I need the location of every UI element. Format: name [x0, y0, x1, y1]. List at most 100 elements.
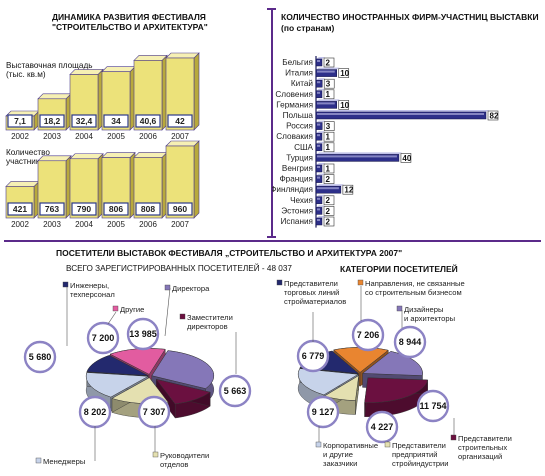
hbar-value-box — [323, 195, 335, 206]
hbar-value-label: 1 — [326, 133, 331, 142]
hbar-value-label: 10 — [340, 101, 349, 110]
hbar-value-box — [400, 153, 412, 163]
hbar-value-label: 2 — [326, 58, 331, 67]
bar-year-label: 2005 — [107, 220, 125, 229]
bar-value-box — [39, 202, 65, 216]
visitors-value-3: 8 202 — [78, 395, 112, 429]
hbar-country-label: США — [294, 143, 313, 152]
bar-year-label: 2002 — [11, 220, 29, 229]
categories-category-3: Корпоративные и другие заказчики — [315, 426, 378, 468]
area-chart-title: Выставочная площадь (тыс. кв.м) — [6, 61, 93, 79]
hbar-bar — [315, 79, 323, 88]
hbar-top — [316, 88, 325, 91]
bar-participants-2002: 421 2002 — [5, 180, 40, 229]
vertical-divider — [271, 8, 273, 237]
bar-value-label: 808 — [141, 204, 155, 214]
bar-year-label: 2002 — [11, 132, 29, 141]
hbar-highlight — [317, 70, 335, 73]
pie-slice-top — [109, 348, 166, 375]
pie-value-circle — [23, 340, 57, 374]
visitors-category-1: Заместители директоров — [179, 313, 237, 374]
hbar-bar — [315, 175, 323, 183]
hbar-Россия: Россия 3 — [286, 120, 335, 131]
bar-value-box — [71, 114, 97, 128]
hbar-country-label: Словакия — [276, 132, 313, 141]
hbar-value-box — [487, 110, 499, 121]
visitors-pie — [85, 348, 215, 419]
hbar-top — [316, 173, 325, 176]
hbar-value-box — [323, 163, 335, 174]
hbar-top — [316, 163, 325, 165]
bar-value-label: 7,1 — [14, 116, 26, 126]
pie-value-circle — [365, 410, 399, 444]
hbar-value-box — [323, 121, 335, 131]
bar-area-2005: 34 2005 — [101, 65, 136, 141]
bar-value-box — [103, 114, 129, 128]
pie-slice-top — [155, 378, 211, 405]
bar-value-label: 960 — [173, 204, 187, 214]
divider-tick-top — [267, 8, 276, 10]
bar-year-label: 2003 — [43, 220, 61, 229]
hbar-top — [316, 57, 325, 59]
pie-value-label: 7 307 — [143, 407, 166, 417]
hbar-top — [316, 184, 344, 187]
hbar-Словакия: Словакия 1 — [276, 131, 335, 142]
bar-top — [101, 152, 136, 158]
horizontal-divider — [4, 240, 541, 242]
bar-value-box — [135, 114, 161, 128]
pie-value-circle — [86, 321, 120, 355]
pie-category-label: Менеджеры — [43, 457, 85, 466]
bar-area-2002: 7,1 2002 — [5, 110, 40, 141]
bar-participants-2003: 763 2003 — [37, 155, 72, 229]
hbar-bar — [315, 154, 400, 162]
pie-value-label: 6 779 — [302, 351, 325, 361]
pie-slice-top — [85, 372, 150, 398]
bar-value-box — [167, 114, 193, 128]
categories-value-5: 7 206 — [351, 318, 385, 352]
bar-value-label: 32,4 — [76, 116, 93, 126]
bar-participants-2007: 960 2007 — [165, 140, 200, 229]
bar-top — [69, 69, 104, 75]
participants-chart-title: Количество участников — [6, 148, 50, 166]
hbar-highlight — [317, 176, 320, 179]
bar-value-box — [7, 114, 33, 128]
pie-value-circle — [416, 389, 450, 423]
hbar-highlight — [317, 60, 320, 62]
visitors-category-5: Другие — [107, 305, 144, 325]
visitors-value-4: 5 680 — [23, 340, 57, 374]
hbar-value-box — [323, 57, 335, 68]
hbar-top — [316, 110, 489, 112]
bar-top — [133, 152, 168, 158]
visitors-pie-charts: 13 985 5 663 7 307 8 202 5 680 7 200 Директора… — [23, 279, 512, 469]
hbar-Италия: Италия 10 — [285, 67, 350, 78]
hbar-value-label: 82 — [490, 111, 499, 120]
bar-year-label: 2004 — [75, 132, 93, 141]
hbar-top — [316, 194, 325, 197]
pie-value-circle — [351, 318, 385, 352]
hbar-Испания: Испания 2 — [281, 216, 335, 226]
bar-year-label: 2003 — [43, 132, 61, 141]
pie-value-label: 7 206 — [357, 330, 380, 340]
pie-leader-line — [164, 287, 171, 337]
pie-category-label: Инженеры, техперсонал — [70, 281, 115, 299]
hbar-bar — [315, 111, 487, 120]
bar-participants-2006: 808 2006 — [133, 151, 168, 229]
bar-value-label: 42 — [175, 116, 185, 126]
hbar-value-label: 40 — [402, 154, 411, 163]
hbar-Чехия: Чехия 2 — [290, 194, 335, 206]
bar-top — [69, 153, 104, 160]
pie-category-label: Директора — [172, 284, 210, 293]
hbar-highlight — [317, 197, 320, 200]
pie-slice-top — [86, 355, 149, 376]
bar-year-label: 2005 — [107, 132, 125, 141]
bar-participants-2005: 806 2005 — [101, 151, 136, 229]
bar-year-label: 2006 — [139, 132, 157, 141]
hbar-Бельгия: Бельгия 2 — [282, 57, 335, 68]
bar-top — [165, 140, 200, 147]
hbar-country-label: Испания — [281, 217, 314, 226]
pie-slice-top — [297, 368, 359, 396]
bar-area-2006: 40,6 2006 — [133, 54, 168, 141]
visitors-category-2: Руководители отделов — [152, 426, 209, 469]
visitors-category-0: Директора — [164, 284, 210, 337]
hbar-bar — [315, 122, 323, 130]
